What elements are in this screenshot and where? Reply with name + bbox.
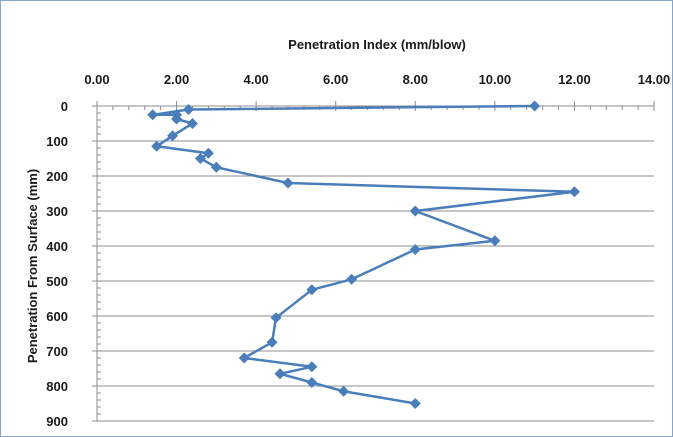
x-tick-label: 10.00 [479, 72, 512, 87]
data-point-marker [275, 368, 286, 379]
data-points [147, 101, 580, 410]
x-tick-label: 0.00 [84, 72, 109, 87]
axes [97, 106, 654, 421]
y-tick-label: 600 [46, 309, 68, 324]
data-series [153, 106, 575, 404]
series-line [153, 106, 575, 404]
data-point-marker [239, 353, 250, 364]
y-tick-label: 700 [46, 344, 68, 359]
y-tick-labels: 0 100 200 300 400 500 600 700 800 900 [46, 99, 68, 429]
data-point-marker [267, 337, 278, 348]
x-tick-label: 14.00 [638, 72, 671, 87]
y-tick-label: 0 [61, 99, 68, 114]
y-tick-label: 200 [46, 169, 68, 184]
y-tick-label: 800 [46, 379, 68, 394]
x-tick-label: 12.00 [558, 72, 591, 87]
y-tick-label: 100 [46, 134, 68, 149]
data-point-marker [346, 274, 357, 285]
x-tick-label: 4.00 [243, 72, 268, 87]
data-point-marker [410, 206, 421, 217]
x-tick-label: 6.00 [323, 72, 348, 87]
y-tick-label: 300 [46, 204, 68, 219]
data-point-marker [529, 101, 540, 112]
data-point-marker [306, 361, 317, 372]
data-point-marker [489, 235, 500, 246]
data-point-marker [211, 162, 222, 173]
y-tick-label: 900 [46, 414, 68, 429]
y-axis-title: Penetration From Surface (mm) [25, 169, 40, 363]
data-point-marker [410, 398, 421, 409]
data-point-marker [282, 178, 293, 189]
y-tick-label: 400 [46, 239, 68, 254]
x-tick-label: 8.00 [403, 72, 428, 87]
x-axis-title: Penetration Index (mm/blow) [288, 37, 466, 52]
data-point-marker [338, 386, 349, 397]
y-tick-label: 500 [46, 274, 68, 289]
x-tick-label: 2.00 [164, 72, 189, 87]
x-tick-labels: 0.00 2.00 4.00 6.00 8.00 10.00 12.00 14.00 [84, 72, 670, 87]
grid [97, 141, 654, 421]
data-point-marker [569, 186, 580, 197]
data-point-marker [147, 109, 158, 120]
